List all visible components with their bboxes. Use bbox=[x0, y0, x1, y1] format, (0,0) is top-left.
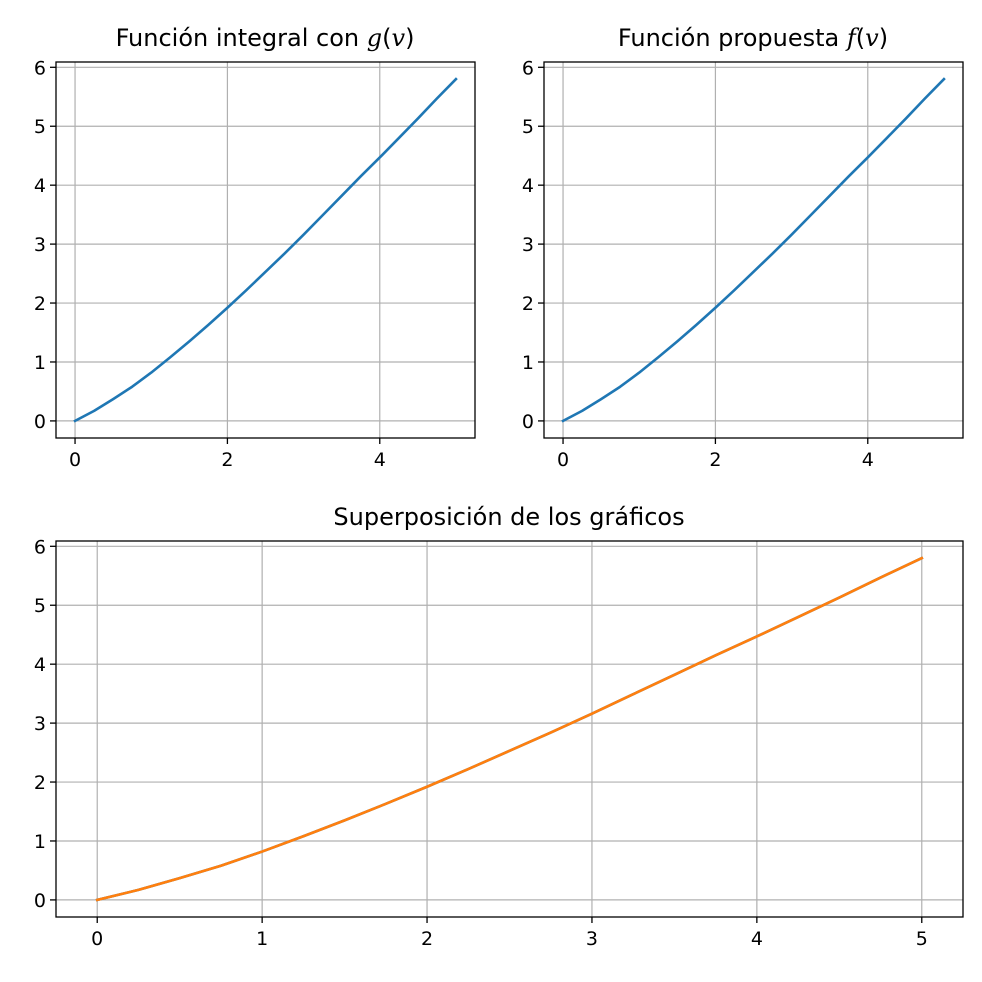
y-tick-label-1-overlay: 1 bbox=[34, 831, 46, 853]
x-tick-label-2-proposed: 2 bbox=[709, 449, 721, 471]
y-tick-label-2-integral: 2 bbox=[34, 293, 46, 315]
chart-panel-proposed: Función propuesta f(v) 0 2 4 0 1 2 3 4 5 6 bbox=[522, 24, 964, 471]
y-tick-label-6-proposed: 6 bbox=[522, 57, 534, 79]
x-tick-label-4-overlay: 4 bbox=[751, 928, 763, 950]
y-tick-label-1-proposed: 1 bbox=[522, 352, 534, 374]
y-tick-label-4-proposed: 4 bbox=[522, 175, 534, 197]
axes-frame-overlay bbox=[55, 540, 964, 918]
y-tick-label-3-overlay: 3 bbox=[34, 713, 46, 735]
chart-panel-overlay: Superposición de los gráficos 0 1 2 3 4 5 0 1 2 3… bbox=[34, 503, 964, 950]
y-tick-label-2-overlay: 2 bbox=[34, 772, 46, 794]
x-tick-label-2-integral: 2 bbox=[221, 449, 233, 471]
x-tick-label-2-overlay: 2 bbox=[421, 928, 433, 950]
series-line-1-integral bbox=[73, 77, 458, 423]
y-tick-label-3-proposed: 3 bbox=[522, 234, 534, 256]
x-tick-label-1-overlay: 1 bbox=[256, 928, 268, 950]
axes-frame-integral bbox=[55, 61, 476, 439]
x-tick-label-4-integral: 4 bbox=[374, 449, 386, 471]
x-tick-label-5-overlay: 5 bbox=[916, 928, 928, 950]
y-tick-label-6-integral: 6 bbox=[34, 57, 46, 79]
x-tick-label-0-integral: 0 bbox=[69, 449, 81, 471]
y-tick-label-0-proposed: 0 bbox=[522, 411, 534, 433]
y-tick-label-0-overlay: 0 bbox=[34, 890, 46, 912]
chart-panel-integral: Función integral con g(v) 0 2 4 0 1 2 3 4 5 6 bbox=[34, 24, 476, 471]
y-tick-label-3-integral: 3 bbox=[34, 234, 46, 256]
chart-title-proposed: Función propuesta f(v) bbox=[618, 24, 888, 52]
chart-title-integral: Función integral con g(v) bbox=[116, 24, 415, 52]
y-tick-label-5-overlay: 5 bbox=[34, 595, 46, 617]
x-tick-label-3-overlay: 3 bbox=[586, 928, 598, 950]
y-tick-label-2-proposed: 2 bbox=[522, 293, 534, 315]
y-tick-label-4-overlay: 4 bbox=[34, 654, 46, 676]
x-tick-label-0-overlay: 0 bbox=[91, 928, 103, 950]
y-tick-label-6-overlay: 6 bbox=[34, 536, 46, 558]
chart-title-overlay: Superposición de los gráficos bbox=[333, 503, 684, 531]
series-line-2-overlay bbox=[95, 556, 924, 902]
y-tick-label-5-proposed: 5 bbox=[522, 116, 534, 138]
y-tick-label-1-integral: 1 bbox=[34, 352, 46, 374]
y-tick-label-0-integral: 0 bbox=[34, 411, 46, 433]
y-tick-label-4-integral: 4 bbox=[34, 175, 46, 197]
y-tick-label-5-integral: 5 bbox=[34, 116, 46, 138]
x-tick-label-4-proposed: 4 bbox=[862, 449, 874, 471]
x-tick-label-0-proposed: 0 bbox=[557, 449, 569, 471]
axes-frame-proposed bbox=[543, 61, 964, 439]
series-line-1-proposed bbox=[561, 77, 946, 423]
